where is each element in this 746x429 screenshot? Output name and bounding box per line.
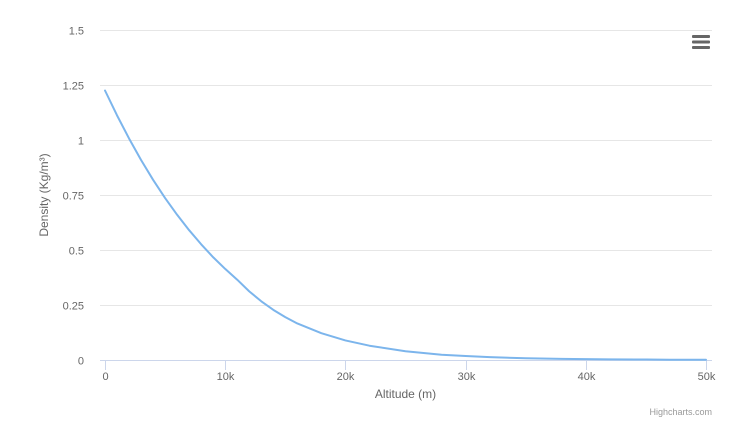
y-axis-ticks: 0 0.25 0.5 0.75 1 1.25 1.5	[63, 26, 84, 368]
x-tick-label: 10k	[217, 371, 235, 383]
x-tick-label: 20k	[337, 371, 355, 383]
grid-lines	[100, 30, 712, 306]
y-tick-label: 0.25	[63, 301, 84, 313]
y-tick-label: 0.75	[63, 191, 84, 203]
y-tick-label: 1.5	[69, 26, 84, 38]
y-tick-label: 0.5	[69, 246, 84, 258]
x-tick-label: 0	[102, 371, 108, 383]
x-axis-title: Altitude (m)	[375, 387, 436, 401]
y-axis-title: Density (Kg/m³)	[37, 153, 51, 236]
series-line[interactable]	[104, 89, 707, 361]
y-tick-label: 0	[78, 356, 84, 368]
y-tick-label: 1	[78, 136, 84, 148]
series-group	[104, 89, 707, 361]
chart-context-menu-button[interactable]	[686, 28, 716, 56]
x-tick-label: 40k	[578, 371, 596, 383]
x-axis-ticks: 0 10k 20k 30k 40k 50k	[102, 360, 716, 383]
credits-link[interactable]: Highcharts.com	[649, 407, 712, 417]
hamburger-menu-icon	[692, 35, 710, 49]
y-tick-label: 1.25	[63, 81, 84, 93]
x-tick-label: 30k	[458, 371, 476, 383]
x-tick-label: 50k	[698, 371, 716, 383]
